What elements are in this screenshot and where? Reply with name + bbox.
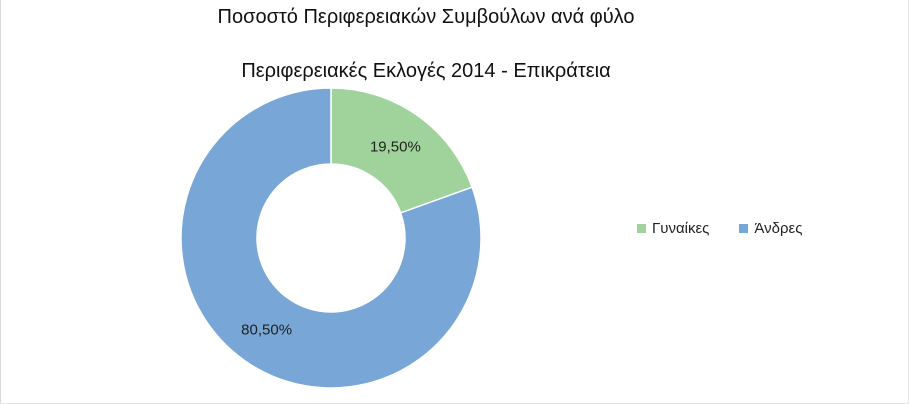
donut-slice-men	[180, 87, 482, 389]
legend-swatch-men	[739, 224, 749, 233]
data-label-men: 80,50%	[241, 322, 292, 339]
data-label-women: 19,50%	[370, 138, 421, 155]
legend-swatch-women	[637, 224, 646, 233]
legend-label-women: Γυναίκες	[652, 220, 710, 237]
chart-subtitle: Περιφερειακές Εκλογές 2014 - Επικράτεια	[241, 60, 611, 82]
chart-title: Ποσοστό Περιφερειακών Συμβούλων ανά φύλο	[217, 6, 635, 28]
donut-slice-women	[330, 87, 474, 214]
chart-legend: Γυναίκες Άνδρες	[637, 220, 802, 237]
legend-item-men: Άνδρες	[739, 220, 802, 237]
legend-label-men: Άνδρες	[754, 220, 803, 237]
legend-item-women: Γυναίκες	[637, 220, 709, 237]
